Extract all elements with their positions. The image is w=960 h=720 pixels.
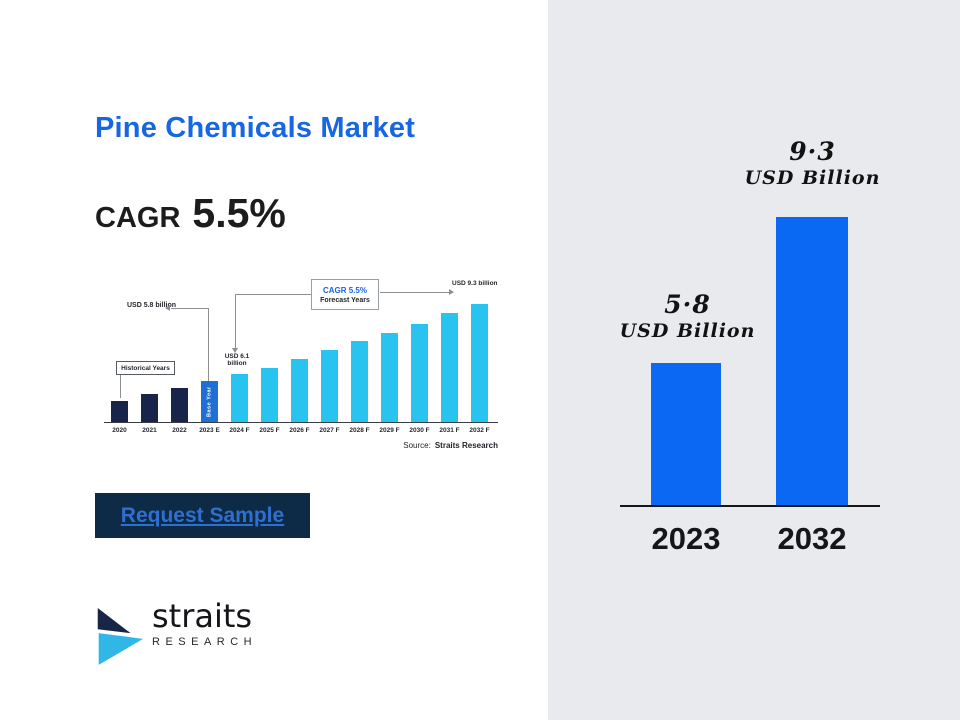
value-2023: 5·8	[664, 290, 711, 319]
mini-chart-source: Source: Straits Research	[360, 441, 498, 450]
mini-chart-tick-label: 2032 F	[469, 427, 490, 434]
mini-chart-tick-label: 2021	[142, 427, 157, 434]
mini-chart-bar-2027F	[321, 350, 338, 422]
leader-line	[380, 292, 449, 293]
leader-arrow-right-icon	[449, 289, 454, 295]
annotation-usd-5-8: USD 5.8 billion	[127, 302, 177, 309]
leader-line	[235, 294, 311, 295]
mini-chart-bar-2032F	[471, 304, 488, 422]
cagr-box-caption: Forecast Years	[320, 296, 370, 304]
value-2032: 9·3	[789, 137, 836, 166]
mini-chart-bar-2023E: Base Year	[201, 381, 218, 422]
mini-chart-tick-label: 2028 F	[349, 427, 370, 434]
annotation-usd-9-3: USD 9.3 billion	[452, 280, 498, 287]
logo-name: straits	[152, 597, 253, 635]
cagr-value: 5.5%	[192, 190, 286, 236]
cagr-forecast-box: CAGR 5.5% Forecast Years	[311, 279, 379, 310]
value-label-2032: 9·3 USD Billion	[740, 137, 885, 189]
value-label-2023: 5·8 USD Billion	[615, 290, 760, 342]
mini-chart-bar-2024F	[231, 374, 248, 422]
mini-chart-bar-2022	[171, 388, 188, 422]
mini-chart-tick-label: 2029 F	[379, 427, 400, 434]
request-sample-button[interactable]: Request Sample	[95, 493, 310, 538]
mini-chart-tick-label: 2031 F	[439, 427, 460, 434]
mini-chart-bar-2029F	[381, 333, 398, 422]
historical-years-box: Historical Years	[116, 361, 175, 375]
mini-chart-bar-2028F	[351, 341, 368, 422]
annotation-usd-6-1: USD 6.1 billion	[224, 353, 250, 367]
bar-2023	[651, 363, 721, 505]
historical-bracket-line	[120, 375, 121, 398]
headline-chart-x-axis	[620, 505, 880, 507]
mini-chart-bar-2020	[111, 401, 128, 422]
mini-chart-bar-2031F	[441, 313, 458, 422]
unit-2032: USD Billion	[744, 167, 881, 189]
base-year-label: Base Year	[206, 386, 213, 417]
mini-chart-tick-label: 2026 F	[289, 427, 310, 434]
bar-2032	[776, 217, 848, 505]
category-label-2023: 2023	[651, 521, 721, 556]
leader-line	[171, 308, 208, 309]
leader-line	[235, 294, 236, 348]
mini-chart-bar-2026F	[291, 359, 308, 422]
mini-chart-tick-label: 2023 E	[199, 427, 220, 434]
mini-chart-tick-label: 2024 F	[229, 427, 250, 434]
historical-years-label: Historical Years	[121, 364, 170, 372]
cagr-line: CAGR 5.5%	[95, 190, 286, 237]
mini-chart-bar-2030F	[411, 324, 428, 422]
mini-chart-tick-label: 2030 F	[409, 427, 430, 434]
straits-research-logo: straits RESEARCH	[90, 597, 258, 672]
mini-chart-tick-label: 2022	[172, 427, 187, 434]
mini-chart-tick-label: 2027 F	[319, 427, 340, 434]
logo-chevrons-icon	[97, 608, 144, 665]
logo-text: straits RESEARCH	[152, 597, 258, 648]
page-title: Pine Chemicals Market	[95, 112, 416, 144]
leader-line	[208, 308, 209, 381]
mini-chart-x-axis	[104, 422, 498, 423]
mini-chart-bar-2021	[141, 394, 158, 422]
mini-chart-tick-label: 2025 F	[259, 427, 280, 434]
leader-arrow-down-icon	[232, 348, 238, 353]
cagr-label: CAGR	[95, 202, 181, 234]
right-panel-background	[548, 0, 960, 720]
unit-2023: USD Billion	[619, 320, 756, 342]
request-sample-label: Request Sample	[120, 503, 285, 527]
mini-chart-tick-label: 2020	[112, 427, 127, 434]
category-label-2032: 2032	[777, 521, 847, 556]
logo-subtitle: RESEARCH	[152, 635, 258, 648]
mini-chart-bar-2025F	[261, 368, 278, 422]
source-label: Source:	[403, 441, 431, 450]
cagr-box-value: CAGR 5.5%	[322, 285, 367, 295]
leader-arrow-left-icon	[165, 305, 170, 311]
source-value: Straits Research	[434, 441, 498, 450]
